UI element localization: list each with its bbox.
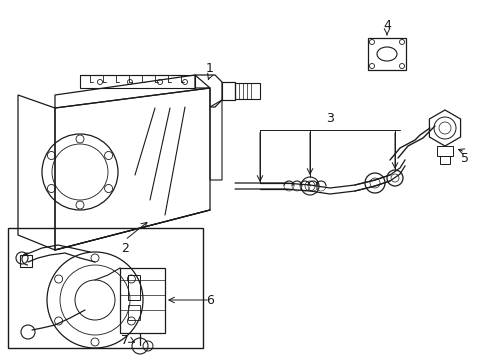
Text: 2: 2 xyxy=(121,242,129,255)
Text: 1: 1 xyxy=(205,62,214,75)
Bar xyxy=(367,38,405,70)
Text: 3: 3 xyxy=(325,112,333,125)
Bar xyxy=(8,228,203,348)
Text: 5: 5 xyxy=(460,152,468,165)
Bar xyxy=(439,156,449,164)
Bar xyxy=(120,268,164,333)
Bar xyxy=(128,275,140,300)
Text: 7: 7 xyxy=(121,333,129,346)
Text: 6: 6 xyxy=(205,293,214,306)
Bar xyxy=(128,305,140,320)
Bar xyxy=(222,82,235,100)
Bar xyxy=(235,83,260,99)
Bar xyxy=(20,255,32,267)
Text: 4: 4 xyxy=(382,18,390,32)
Bar xyxy=(436,146,452,156)
